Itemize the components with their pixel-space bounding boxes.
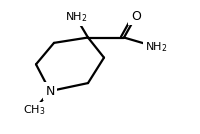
Text: NH$_2$: NH$_2$ xyxy=(145,40,167,54)
Text: O: O xyxy=(131,10,141,23)
Text: N: N xyxy=(45,85,55,98)
Text: NH$_2$: NH$_2$ xyxy=(65,11,87,24)
Text: CH$_3$: CH$_3$ xyxy=(23,103,45,117)
